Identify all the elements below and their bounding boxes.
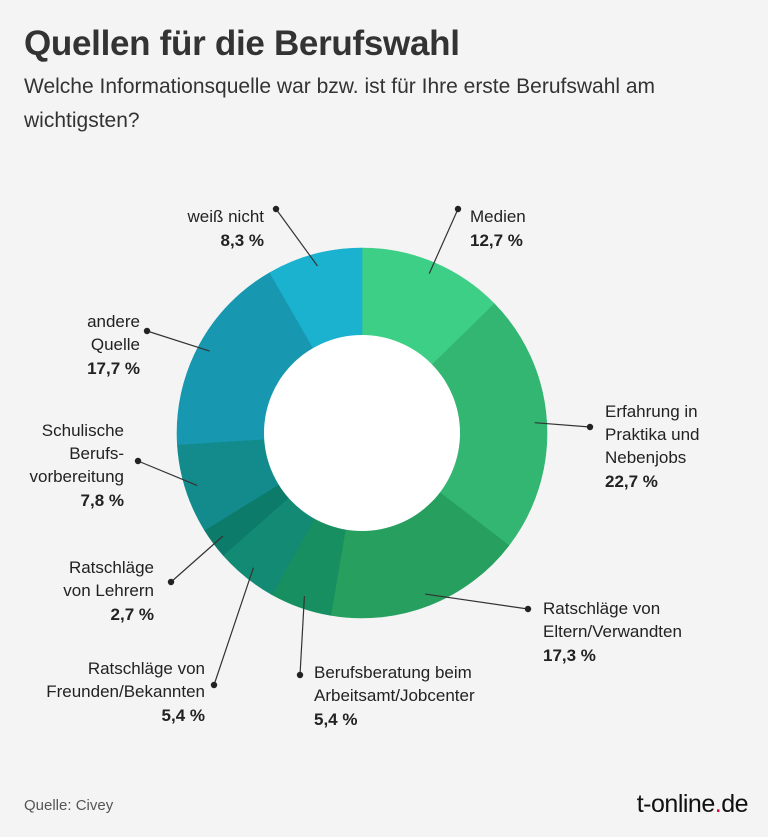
leader-line [534, 422, 591, 428]
slice-value-label: 7,8 % [81, 491, 124, 510]
slice-label: Berufsberatung beim [314, 663, 472, 682]
slice-value-label: 8,3 % [221, 231, 264, 250]
slice-value-label: 17,3 % [543, 646, 596, 665]
slice-label: Erfahrung in [605, 402, 698, 421]
leader-dot [210, 681, 218, 689]
chart-subtitle: Welche Informationsquelle war bzw. ist f… [24, 75, 656, 132]
leader-dot [272, 205, 280, 213]
slice-label: Quelle [91, 335, 140, 354]
slice-label: Schulische [42, 421, 124, 440]
slice-value-label: 5,4 % [314, 710, 357, 729]
leader-lines [134, 205, 594, 689]
leader-dot [134, 457, 142, 465]
brand-logo: t-online.de [636, 790, 749, 818]
slice-label: Berufs- [69, 444, 124, 463]
leader-line [170, 535, 224, 583]
chart-title: Quellen für die Berufswahl [24, 24, 460, 63]
slice-value-label: 17,7 % [87, 359, 140, 378]
slice-label: Nebenjobs [605, 448, 686, 467]
slice-labels: Medien 12,7 % Erfahrung in Praktika und Nebe… [29, 207, 699, 729]
slice-label: vorbereitung [29, 467, 124, 486]
slice-label: von Lehrern [63, 581, 154, 600]
leader-line [137, 460, 198, 486]
slice-label: Ratschläge [69, 558, 154, 577]
slice-value-label: 22,7 % [605, 472, 658, 491]
slice-value-label: 12,7 % [470, 231, 523, 250]
slice-label: Arbeitsamt/Jobcenter [314, 686, 475, 705]
leader-line [428, 208, 459, 274]
donut-hole [264, 335, 460, 531]
leader-dot [296, 671, 304, 679]
leader-line [299, 596, 306, 676]
donut-slices [176, 247, 548, 619]
slice-value-label: 2,7 % [111, 605, 154, 624]
leader-line [425, 593, 529, 610]
leader-dot [454, 205, 462, 213]
slice-label: Freunden/Bekannten [46, 682, 205, 701]
leader-line [146, 330, 210, 352]
slice-value-label: 5,4 % [162, 706, 205, 725]
leader-line [275, 208, 318, 267]
slice-label: andere [87, 312, 140, 331]
slice-label: Praktika und [605, 425, 700, 444]
slice-label: Ratschläge von [543, 599, 660, 618]
slice-label: Eltern/Verwandten [543, 622, 682, 641]
source-note: Quelle: Civey [24, 797, 114, 814]
leader-dot [524, 605, 532, 613]
leader-dot [586, 423, 594, 431]
slice-label: Medien [470, 207, 526, 226]
slice-label: weiß nicht [186, 207, 264, 226]
leader-dot [167, 578, 175, 586]
leader-line [213, 567, 254, 686]
leader-dot [143, 327, 151, 335]
slice-label: Ratschläge von [88, 659, 205, 678]
